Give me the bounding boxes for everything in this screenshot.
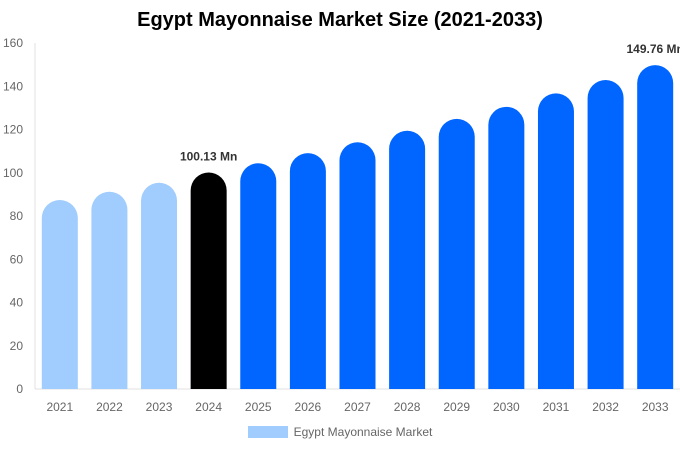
x-tick-label: 2025 <box>245 400 272 414</box>
bar-2021 <box>41 200 78 389</box>
y-tick-label: 140 <box>3 79 23 93</box>
data-label: 100.13 Mn <box>180 149 237 163</box>
legend-swatch <box>247 426 288 438</box>
bar-2030 <box>488 106 525 389</box>
x-tick-label: 2021 <box>46 400 73 414</box>
y-tick-label: 120 <box>3 123 23 137</box>
x-tick-label: 2032 <box>592 400 619 414</box>
bar-2027 <box>339 142 376 389</box>
x-tick-label: 2023 <box>146 400 173 414</box>
x-tick-label: 2028 <box>394 400 421 414</box>
data-label: 149.76 Mn <box>627 42 680 56</box>
bar-2026 <box>289 153 326 389</box>
legend-label: Egypt Mayonnaise Market <box>293 425 433 439</box>
y-tick-label: 80 <box>10 209 24 223</box>
y-tick-label: 0 <box>16 382 23 396</box>
y-tick-label: 100 <box>3 166 23 180</box>
bar-2022 <box>91 191 128 389</box>
bar-2031 <box>537 93 574 389</box>
bar-2024 <box>190 172 227 389</box>
chart-title: Egypt Mayonnaise Market Size (2021-2033) <box>137 9 543 31</box>
bar-2029 <box>438 118 475 389</box>
x-tick-label: 2027 <box>344 400 371 414</box>
bar-2025 <box>240 163 277 389</box>
bar-2023 <box>141 182 178 389</box>
x-tick-label: 2030 <box>493 400 520 414</box>
x-tick-label: 2022 <box>96 400 123 414</box>
x-tick-label: 2026 <box>295 400 322 414</box>
y-tick-label: 20 <box>10 339 24 353</box>
bar-2033 <box>637 65 674 390</box>
legend[interactable]: Egypt Mayonnaise Market <box>0 425 680 439</box>
y-tick-label: 60 <box>10 252 24 266</box>
x-tick-label: 2031 <box>543 400 570 414</box>
x-tick-label: 2029 <box>443 400 470 414</box>
y-tick-label: 160 <box>3 36 23 50</box>
x-tick-label: 2033 <box>642 400 669 414</box>
bar-2028 <box>389 130 426 390</box>
bar-2032 <box>587 79 624 389</box>
x-tick-label: 2024 <box>195 400 222 414</box>
y-tick-label: 40 <box>10 296 24 310</box>
